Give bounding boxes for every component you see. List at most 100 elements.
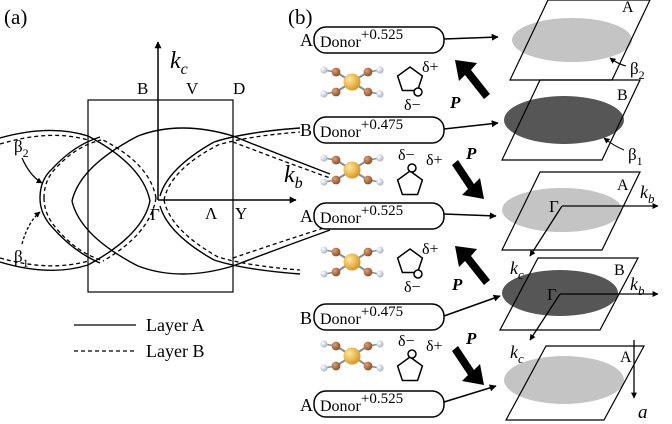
layer-b-fermi-surface: [0, 131, 331, 271]
p-label: P: [449, 93, 461, 112]
delta-plus-label: δ+: [426, 338, 443, 355]
legend-layer-a-label: Layer A: [146, 315, 204, 335]
pentagon-ring: [396, 248, 424, 274]
donor-molecule-3: [319, 245, 385, 279]
point-b-label: B: [137, 79, 148, 98]
plane-label: A: [622, 0, 634, 16]
plane-parallelogram: [501, 79, 641, 161]
fermi-plane-4: B kc Γ kb: [499, 257, 659, 341]
fermi-ellipse: [512, 18, 632, 62]
polarization-arrow-up: [455, 60, 490, 99]
p-label: P: [465, 144, 477, 163]
lambda-point-label: Λ: [205, 204, 218, 223]
row-arrow: [443, 212, 497, 220]
layer-row-1: A Donor+0.525: [300, 26, 499, 54]
legend-layer-b-label: Layer B: [146, 341, 204, 361]
donor-charge-label: Donor+0.525: [320, 203, 403, 227]
beta2-pointer-arrow: [609, 57, 627, 67]
plane-parallelogram: [504, 345, 646, 421]
plane-parallelogram: [499, 257, 639, 331]
fermi-ellipse: [504, 96, 624, 144]
beta1-pointer-arrow: [603, 137, 625, 151]
layer-row-3: A Donor+0.525: [300, 202, 497, 230]
pentagon-ring: [396, 356, 424, 382]
polarization-arrow-down: [452, 346, 484, 385]
polarization-arrow-down: [452, 160, 484, 199]
legend: Layer A Layer B: [74, 315, 204, 361]
plane-label: A: [620, 349, 632, 366]
panel-b-label: (b): [288, 5, 313, 29]
donor-box: [313, 26, 445, 54]
dipole-2: δ− δ+ P: [396, 144, 484, 199]
plane-label: B: [614, 262, 625, 279]
gamma-label: Γ: [549, 197, 559, 216]
dipole-3: δ+ δ− P: [396, 241, 490, 296]
fermi-plane-2: B β1: [501, 79, 643, 168]
plane-parallelogram: [501, 171, 641, 251]
kc-axis-arrow: [529, 205, 563, 257]
row-arrow: [443, 33, 499, 41]
beta1-label: β1: [14, 247, 29, 270]
kc-axis-arrow: [529, 293, 561, 341]
donor-charge-label: Donor+0.475: [320, 304, 403, 328]
layer-letter: A: [300, 395, 313, 415]
donor-molecule-4: [319, 339, 385, 373]
p-label: P: [451, 275, 463, 294]
beta2-label: β2: [14, 137, 29, 160]
gamma-label: Γ: [547, 285, 557, 304]
y-point-label: Y: [235, 204, 247, 223]
delta-minus-label: δ−: [398, 333, 415, 350]
layer-row-4: B Donor+0.475: [300, 294, 501, 331]
kb-label: kb: [640, 182, 655, 206]
delta-minus-label: δ−: [404, 97, 421, 114]
donor-charge-label: Donor+0.525: [320, 27, 403, 51]
donor-box: [313, 303, 445, 331]
layer-letter: B: [300, 308, 312, 328]
donor-charge-label: Donor+0.475: [320, 117, 403, 141]
point-d-label: D: [233, 79, 245, 98]
kc-label: kc: [510, 342, 524, 366]
kb-axis-label: kb: [284, 162, 303, 192]
fermi-plane-1: A β2: [509, 0, 651, 82]
delta-minus-label: δ−: [404, 279, 421, 296]
layer-letter: B: [300, 120, 312, 140]
gamma-point-label: Γ: [150, 205, 160, 224]
stacking-axis-label: a: [638, 402, 648, 423]
delta-plus-label: δ+: [422, 241, 439, 258]
oxygen-atom: [413, 269, 423, 279]
pentagon-ring: [396, 170, 424, 196]
beta2-right-label: β2: [630, 59, 645, 82]
layer-letter: A: [300, 30, 313, 50]
donor-box: [313, 390, 445, 418]
row-arrow: [443, 120, 499, 130]
p-label: P: [465, 329, 477, 348]
layer-row-2: B Donor+0.475: [300, 116, 499, 144]
layer-row-5: A Donor+0.525: [300, 384, 497, 418]
fermi-ellipse: [502, 188, 622, 232]
delta-plus-label: δ+: [422, 59, 439, 76]
donor-box: [313, 116, 445, 144]
oxygen-atom: [407, 163, 417, 173]
point-v-label: V: [186, 79, 199, 98]
dipole-4: δ− δ+ P: [396, 329, 484, 385]
kc-label: kc: [510, 258, 524, 282]
fermi-plane-3: A Γ kb: [501, 171, 659, 257]
layer-a-fermi-surface: [0, 127, 331, 275]
polarization-arrow-up: [455, 246, 490, 285]
dipole-1: δ+ δ− P: [396, 59, 490, 114]
donor-box: [313, 202, 445, 230]
kc-axis-label: kc: [170, 48, 188, 78]
donor-charge-label: Donor+0.525: [320, 391, 403, 415]
beta2-pointer-arrow: [21, 157, 43, 184]
panel-b: (b) A Donor+0.525 B Donor+0.475 A Donor+…: [288, 0, 659, 423]
layer-letter: A: [300, 206, 313, 226]
row-arrow: [443, 294, 501, 317]
brillouin-zone: [87, 99, 234, 293]
plane-label: A: [617, 177, 629, 194]
kb-label: kb: [630, 274, 645, 298]
delta-plus-label: δ+: [426, 152, 443, 169]
fermi-ellipse: [502, 270, 618, 316]
oxygen-atom: [413, 87, 423, 97]
fermi-plane-5: A kc: [504, 342, 646, 421]
